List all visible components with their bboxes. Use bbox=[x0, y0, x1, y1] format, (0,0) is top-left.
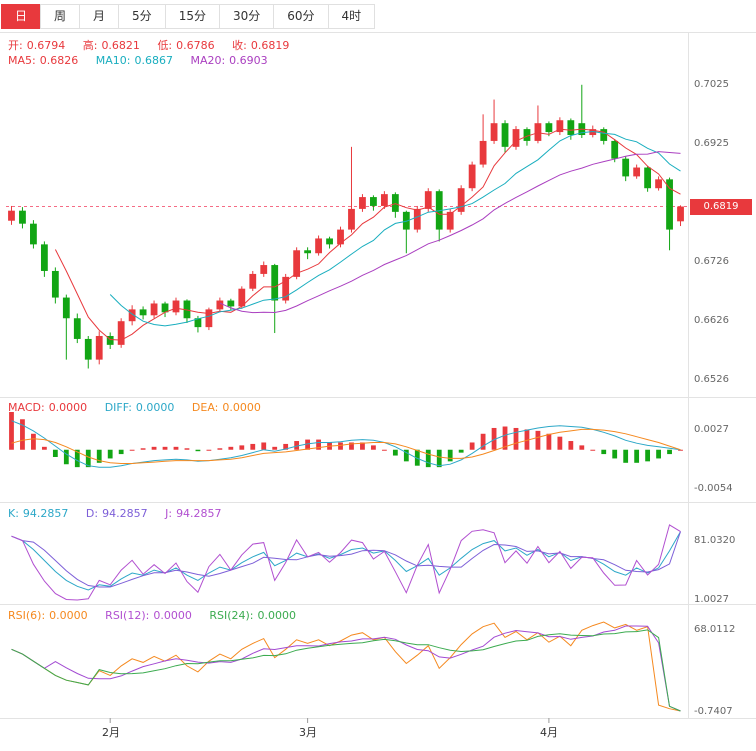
period-tab-bar: 日 周 月 5分 15分 30分 60分 4时 bbox=[1, 4, 376, 29]
rsi6-value: 0.0000 bbox=[49, 609, 88, 622]
ma10-value: 0.6867 bbox=[134, 54, 173, 67]
tab-4hour[interactable]: 4时 bbox=[327, 4, 376, 29]
kdj-tick: 1.0027 bbox=[694, 594, 729, 605]
ma5-value: 0.6826 bbox=[39, 54, 79, 67]
high-label: 高: bbox=[82, 39, 98, 52]
current-price-badge: 0.6819 bbox=[690, 199, 752, 215]
d-value: 94.2857 bbox=[102, 507, 148, 520]
kdj-tick: 81.0320 bbox=[694, 535, 736, 546]
high-value: 0.6821 bbox=[101, 39, 140, 52]
price-tick: 0.6925 bbox=[694, 138, 729, 149]
rsi-tick: 68.0112 bbox=[694, 624, 736, 635]
ma-header: MA5: 0.6826 MA10: 0.6867 MA20: 0.6903 bbox=[8, 54, 272, 67]
low-label: 低: bbox=[157, 39, 173, 52]
rsi-tick: -0.7407 bbox=[694, 706, 733, 717]
macd-value: 0.0000 bbox=[48, 401, 88, 414]
open-value: 0.6794 bbox=[26, 39, 66, 52]
ohlc-header: 开: 0.6794 高: 0.6821 低: 0.6786 收: 0.6819 bbox=[8, 37, 293, 53]
macd-tick: 0.0027 bbox=[694, 424, 729, 435]
ma5-label: MA5: bbox=[8, 54, 36, 67]
tab-week[interactable]: 周 bbox=[40, 4, 81, 29]
rsi24-label: RSI(24): bbox=[209, 609, 254, 622]
close-label: 收: bbox=[232, 39, 247, 52]
close-value: 0.6819 bbox=[250, 39, 290, 52]
price-tick: 0.7025 bbox=[694, 79, 729, 90]
rsi6-label: RSI(6): bbox=[8, 609, 46, 622]
price-tick: 0.6526 bbox=[694, 374, 729, 385]
dea-label: DEA: bbox=[191, 401, 219, 414]
rsi12-value: 0.0000 bbox=[153, 609, 192, 622]
tab-15min[interactable]: 15分 bbox=[164, 4, 220, 29]
tab-month[interactable]: 月 bbox=[79, 4, 120, 29]
open-label: 开: bbox=[8, 39, 23, 52]
x-axis-label-feb: 2月 bbox=[102, 726, 120, 739]
diff-label: DIFF: bbox=[104, 401, 132, 414]
macd-tick: -0.0054 bbox=[694, 483, 733, 494]
x-axis-label-mar: 3月 bbox=[299, 726, 317, 739]
rsi24-value: 0.0000 bbox=[257, 609, 296, 622]
price-tick: 0.6726 bbox=[694, 256, 729, 267]
price-tick: 0.6626 bbox=[694, 315, 729, 326]
tab-day[interactable]: 日 bbox=[1, 4, 42, 29]
j-value: 94.2857 bbox=[176, 507, 222, 520]
dea-value: 0.0000 bbox=[222, 401, 261, 414]
tab-5min[interactable]: 5分 bbox=[118, 4, 166, 29]
macd-header: MACD: 0.0000 DIFF: 0.0000 DEA: 0.0000 bbox=[8, 401, 265, 414]
d-label: D: bbox=[85, 507, 99, 520]
tab-60min[interactable]: 60分 bbox=[273, 4, 329, 29]
ma10-label: MA10: bbox=[95, 54, 131, 67]
diff-value: 0.0000 bbox=[135, 401, 175, 414]
tab-30min[interactable]: 30分 bbox=[218, 4, 275, 29]
rsi-header: RSI(6): 0.0000 RSI(12): 0.0000 RSI(24): 0.0… bbox=[8, 609, 300, 622]
j-label: J: bbox=[165, 507, 173, 520]
k-label: K: bbox=[8, 507, 19, 520]
kdj-header: K: 94.2857 D: 94.2857 J: 94.2857 bbox=[8, 507, 226, 520]
macd-label: MACD: bbox=[8, 401, 45, 414]
rsi12-label: RSI(12): bbox=[105, 609, 150, 622]
ma20-label: MA20: bbox=[190, 54, 226, 67]
low-value: 0.6786 bbox=[176, 39, 215, 52]
ma20-value: 0.6903 bbox=[229, 54, 268, 67]
x-axis-label-apr: 4月 bbox=[540, 726, 558, 739]
k-value: 94.2857 bbox=[22, 507, 69, 520]
